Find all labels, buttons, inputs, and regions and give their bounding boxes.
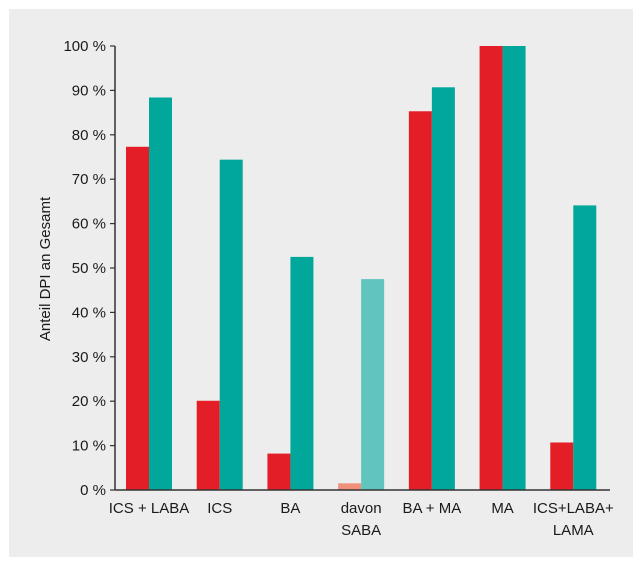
bar-series-2 bbox=[361, 279, 385, 490]
bar-series-2 bbox=[149, 97, 172, 490]
y-axis-title: Anteil DPI an Gesamt bbox=[37, 196, 54, 341]
x-category-label: BA + MA bbox=[402, 500, 461, 517]
y-tick-label: 50 % bbox=[72, 260, 106, 277]
bar-series-2 bbox=[431, 87, 455, 491]
y-tick-label: 80 % bbox=[72, 127, 106, 144]
bar-series-1 bbox=[479, 46, 503, 490]
y-tick-label: 70 % bbox=[72, 171, 106, 188]
x-category-label: BA bbox=[280, 500, 300, 517]
y-tick-label: 20 % bbox=[72, 393, 106, 410]
y-tick-label: 100 % bbox=[63, 38, 106, 55]
bar-series-1 bbox=[126, 146, 149, 490]
x-category-label: ICS + LABA bbox=[109, 500, 189, 517]
bar-series-2 bbox=[290, 256, 314, 490]
bar-series-1 bbox=[550, 442, 574, 490]
bar-series-1 bbox=[338, 483, 362, 490]
bar-series-2 bbox=[502, 46, 526, 490]
bars-layer bbox=[126, 46, 597, 491]
x-category-label: MA bbox=[491, 500, 514, 517]
y-ticks: 0 % 10 % 20 % 30 % 40 % 50 % 60 % 70 % 80 % 90 % 1… bbox=[63, 38, 115, 499]
y-tick-label: 90 % bbox=[72, 82, 106, 99]
y-tick-label: 60 % bbox=[72, 216, 106, 233]
bar-series-1 bbox=[196, 400, 220, 490]
y-tick-label: 40 % bbox=[72, 304, 106, 321]
x-category-label: ICS+LABA+ LAMA bbox=[533, 500, 614, 539]
x-category-labels: ICS + LABA ICS BA davon SABA BA + MA MA ICS+LAB… bbox=[109, 500, 614, 539]
bar-series-1 bbox=[267, 453, 291, 490]
y-tick-label: 0 % bbox=[80, 482, 106, 499]
y-tick-label: 10 % bbox=[72, 438, 106, 455]
y-tick-label: 30 % bbox=[72, 349, 106, 366]
x-category-label: ICS bbox=[207, 500, 232, 517]
bar-series-2 bbox=[573, 205, 597, 490]
x-category-label: davon SABA bbox=[341, 500, 382, 539]
bar-series-2 bbox=[219, 159, 243, 490]
chart-panel-background bbox=[9, 9, 633, 557]
bar-series-1 bbox=[408, 111, 432, 490]
